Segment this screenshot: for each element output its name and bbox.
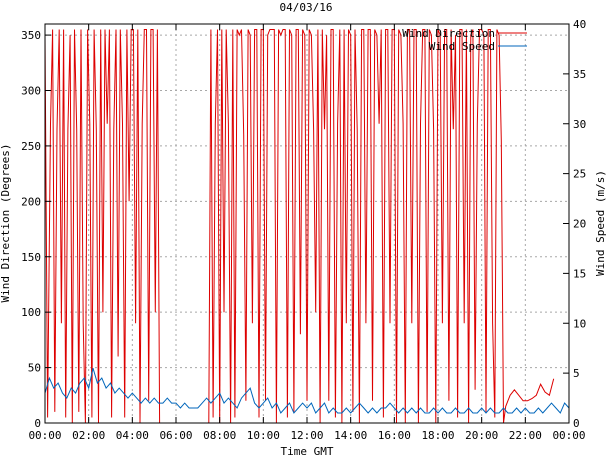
y-left-tick-label: 300 (21, 85, 41, 98)
x-axis-label: Time GMT (281, 445, 334, 458)
series-line-wind-direction (44, 29, 555, 424)
x-tick-label: 18:00 (421, 429, 454, 442)
y-right-tick-label: 25 (573, 168, 586, 181)
y-right-tick-label: 15 (573, 267, 586, 280)
y-axis-right-label: Wind Speed (m/s) (594, 170, 607, 276)
ticks (44, 23, 570, 424)
y-left-tick-label: 250 (21, 140, 41, 153)
series-lines (44, 29, 570, 424)
x-tick-label: 00:00 (28, 429, 61, 442)
series-line-wind-speed (44, 367, 570, 414)
y-right-tick-label: 5 (573, 367, 580, 380)
x-tick-label: 20:00 (465, 429, 498, 442)
x-tick-label: 12:00 (290, 429, 323, 442)
y-right-tick-label: 10 (573, 317, 586, 330)
y-right-tick-label: 40 (573, 18, 586, 31)
y-left-tick-label: 150 (21, 251, 41, 264)
x-tick-label: 00:00 (552, 429, 585, 442)
legend-label-wind-speed: Wind Speed (429, 40, 495, 53)
y-right-tick-label: 20 (573, 218, 586, 231)
y-left-tick-label: 50 (28, 362, 41, 375)
y-left-tick-label: 350 (21, 29, 41, 42)
y-right-tick-label: 30 (573, 118, 586, 131)
x-tick-label: 04:00 (116, 429, 149, 442)
x-tick-label: 08:00 (203, 429, 236, 442)
x-tick-label: 14:00 (334, 429, 367, 442)
chart-title: 04/03/16 (280, 1, 333, 14)
x-tick-label: 22:00 (509, 429, 542, 442)
legend-label-wind-direction: Wind Direction (402, 27, 495, 40)
y-left-tick-label: 0 (34, 417, 41, 430)
x-tick-label: 02:00 (72, 429, 105, 442)
x-tick-label: 16:00 (378, 429, 411, 442)
x-tick-label: 10:00 (247, 429, 280, 442)
x-tick-label: 06:00 (159, 429, 192, 442)
y-left-tick-label: 200 (21, 195, 41, 208)
y-right-tick-label: 0 (573, 417, 580, 430)
legend: Wind Direction Wind Speed (402, 27, 527, 53)
y-right-tick-label: 35 (573, 68, 586, 81)
y-left-tick-label: 100 (21, 306, 41, 319)
tick-labels: 00:00 02:00 04:00 06:00 08:00 10:00 12:00 14:00… (21, 18, 586, 442)
y-axis-left-label: Wind Direction (Degrees) (0, 144, 12, 303)
